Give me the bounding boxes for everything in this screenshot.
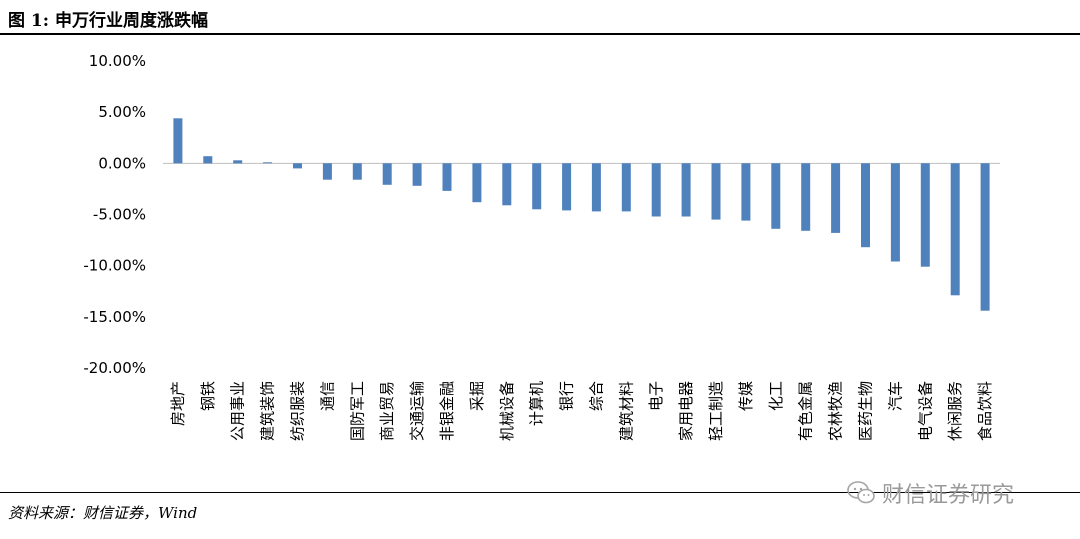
x-tick-label: 休闲服务 (946, 381, 964, 441)
bar (950, 163, 960, 296)
wechat-icon (847, 481, 875, 504)
bar (920, 163, 930, 267)
y-axis: 10.00% 5.00% 0.00% -5.00% -10.00% -15.00% -20.… (83, 52, 146, 377)
x-tick-label: 钢铁 (199, 381, 217, 411)
bar (263, 162, 273, 164)
bar (771, 163, 781, 229)
bar (412, 163, 422, 186)
x-tick-label: 纺织服装 (289, 381, 307, 441)
bar-chart: 10.00% 5.00% 0.00% -5.00% -10.00% -15.00% -20.… (83, 52, 1000, 441)
y-tick-label: -10.00% (83, 257, 146, 275)
x-tick-label: 化工 (767, 381, 785, 411)
x-tick-label: 通信 (318, 381, 336, 411)
y-tick-label: 10.00% (89, 52, 146, 70)
x-tick-label: 家用电器 (677, 381, 695, 441)
bar (233, 160, 243, 164)
x-tick-label: 采掘 (468, 381, 486, 411)
x-tick-label: 房地产 (169, 381, 187, 426)
bar (591, 163, 601, 212)
y-tick-label: 5.00% (98, 103, 146, 121)
x-tick-label: 综合 (587, 381, 605, 411)
x-tick-label: 汽车 (886, 381, 904, 411)
bar (801, 163, 811, 231)
bar (352, 163, 362, 180)
x-tick-label: 商业贸易 (378, 381, 396, 441)
x-tick-label: 银行 (558, 381, 576, 411)
bar (293, 163, 302, 169)
bar (472, 163, 482, 203)
x-tick-label: 非银金融 (438, 381, 456, 441)
bar (382, 163, 392, 185)
bar (890, 163, 900, 262)
bottom-rule (0, 492, 1080, 493)
x-tick-label: 有色金属 (797, 381, 815, 441)
bar (203, 156, 213, 164)
x-tick-label: 建筑装饰 (259, 381, 277, 441)
bar (651, 163, 661, 217)
bar (532, 163, 542, 210)
figure-title: 图 1: 申万行业周度涨跌幅 (8, 11, 208, 31)
watermark: 财信证券研究 (846, 476, 1014, 510)
x-tick-label: 传媒 (737, 381, 755, 411)
x-tick-label: 国防军工 (348, 381, 366, 441)
x-tick-label: 农林牧渔 (827, 381, 845, 441)
bar (711, 163, 721, 220)
x-tick-label: 机械设备 (498, 381, 516, 441)
source-note: 资料来源：财信证券，Wind (8, 504, 198, 522)
top-rule (0, 33, 1080, 35)
x-tick-label: 建筑材料 (617, 381, 635, 441)
y-tick-label: -15.00% (83, 308, 146, 326)
bar (173, 118, 183, 164)
bar (502, 163, 512, 206)
bar (861, 163, 870, 248)
x-tick-label: 医药生物 (856, 381, 874, 441)
y-tick-label: 0.00% (98, 154, 146, 172)
x-tick-label: 交通运输 (408, 381, 426, 441)
bar (831, 163, 841, 233)
y-tick-label: -5.00% (93, 206, 146, 224)
bar (442, 163, 452, 191)
bar (980, 163, 990, 311)
bar (681, 163, 691, 217)
y-tick-label: -20.00% (83, 359, 146, 377)
bars (173, 118, 990, 311)
x-tick-label: 轻工制造 (707, 381, 725, 441)
x-tick-label: 计算机 (528, 381, 546, 426)
x-tick-label: 电气设备 (916, 381, 934, 441)
x-tick-label: 公用事业 (229, 381, 247, 441)
x-tick-label: 食品饮料 (976, 381, 994, 441)
x-axis-labels: 房地产 钢铁 公用事业 建筑装饰 纺织服装 通信 国防军工 商业贸易 交通运输 非银金融 采掘 机械设… (169, 381, 994, 441)
bar (621, 163, 631, 212)
bar (322, 163, 332, 180)
bar (562, 163, 572, 211)
x-tick-label: 电子 (647, 381, 665, 411)
bar (741, 163, 751, 221)
watermark-text: 财信证券研究 (882, 483, 1015, 508)
